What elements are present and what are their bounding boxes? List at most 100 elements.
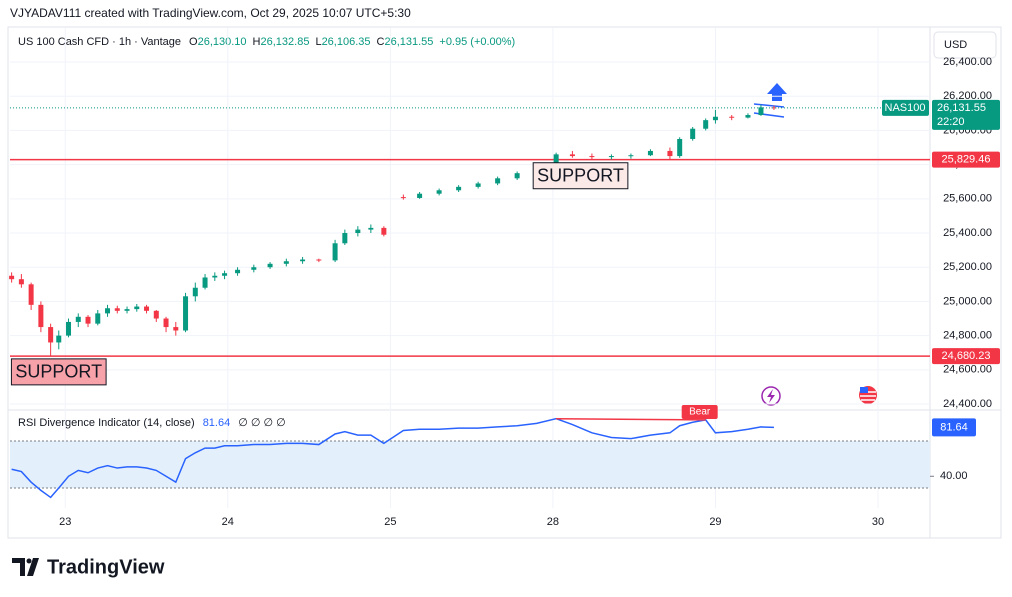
candle-body <box>134 306 140 310</box>
candle-body <box>436 190 442 194</box>
candle-body <box>153 310 159 319</box>
candle-body <box>381 227 387 235</box>
candle-body <box>712 116 718 121</box>
event-icon[interactable] <box>761 386 781 406</box>
x-tick-label: 29 <box>709 516 721 528</box>
ohlc-value: 26,131.55 <box>384 36 433 48</box>
candle-body <box>368 227 374 230</box>
candle-body <box>569 154 575 157</box>
candle-body <box>163 318 169 328</box>
x-tick-label: 23 <box>59 516 71 528</box>
candle-body <box>628 155 634 157</box>
x-tick-label: 28 <box>547 516 559 528</box>
candle-body <box>192 287 198 297</box>
y-tick-label: 24,600.00 <box>943 364 992 376</box>
y-tick-label: 25,000.00 <box>943 295 992 307</box>
annotation-box <box>10 358 107 386</box>
candle-body <box>495 178 501 184</box>
x-tick-label: 25 <box>384 516 396 528</box>
change: +0.95 (+0.00%) <box>439 36 515 48</box>
event-icon-bolt <box>767 389 775 403</box>
legend: US 100 Cash CFD · 1h · Vantage <box>18 36 181 48</box>
candle-body <box>514 173 520 179</box>
rsi-line <box>11 417 774 499</box>
symbol-tag <box>882 99 929 116</box>
y-tick-label: 26,200.00 <box>943 90 992 102</box>
y-tick-label: 24,800.00 <box>943 330 992 342</box>
candle-body <box>114 308 120 311</box>
currency[interactable]: USD <box>944 39 967 51</box>
ohlc-key: H <box>253 36 261 48</box>
currency-button[interactable] <box>933 31 997 59</box>
logo-dot <box>26 558 32 564</box>
candle-body <box>703 120 709 129</box>
y-tick-label: 25,400.00 <box>943 227 992 239</box>
candle-body <box>202 277 208 288</box>
rsi-value-tag <box>932 418 976 437</box>
candle-body <box>417 193 423 198</box>
candle-body <box>400 197 406 199</box>
countdown: 22:20 <box>937 116 965 128</box>
candle-body <box>758 107 764 116</box>
divergence-tag <box>681 405 718 419</box>
candle-body <box>647 150 653 156</box>
candle-body <box>608 156 614 158</box>
y-tick-label: 40.00 <box>940 470 968 482</box>
candle-body <box>729 116 735 118</box>
candle-body <box>267 263 273 268</box>
candle-body <box>553 154 559 165</box>
up-arrow <box>767 83 787 101</box>
y-tick-label: 25,600.00 <box>943 193 992 205</box>
rsi-flags: ∅ ∅ ∅ ∅ <box>238 417 286 429</box>
ohlc-value: 26,106.35 <box>322 36 371 48</box>
level-tag <box>932 151 1000 168</box>
candle-body <box>690 128 696 139</box>
price-tag <box>932 99 1000 130</box>
candle-body <box>66 321 72 336</box>
candle-body <box>235 269 241 274</box>
rsi-current: 81.64 <box>203 417 231 429</box>
candle-body <box>56 335 62 343</box>
candle-body <box>771 107 777 109</box>
candle-body <box>144 306 150 311</box>
candle-body <box>456 186 462 191</box>
candle-body <box>95 313 101 324</box>
candle-body <box>9 275 15 280</box>
divergence-label: Bear <box>689 407 711 418</box>
candle-body <box>38 304 44 328</box>
candle-body <box>677 138 683 157</box>
symbol: US 100 Cash CFD · 1h · Vantage <box>18 36 181 48</box>
candle-body <box>105 308 111 314</box>
level-tag <box>932 348 1000 365</box>
candle-body <box>355 229 361 234</box>
ohlc-key: O <box>189 36 198 48</box>
header: VJYADAV111 created with TradingView.com,… <box>10 6 411 20</box>
candle-body <box>589 156 595 158</box>
annotation: SUPPORT <box>537 165 624 185</box>
ohlc-value: 26,130.10 <box>198 36 247 48</box>
candle-body <box>173 327 179 331</box>
brand: TradingView <box>47 556 165 578</box>
level-label: 24,680.23 <box>942 350 991 362</box>
candle-body <box>212 275 218 278</box>
logo-mark <box>12 558 39 576</box>
candle-body <box>48 327 54 343</box>
candle-body <box>85 316 91 324</box>
candle-body <box>745 115 751 118</box>
candle-body <box>316 259 322 261</box>
candle-body <box>183 296 189 331</box>
ohlc-key: L <box>315 36 321 48</box>
candle-body <box>251 267 257 270</box>
candle-body <box>222 273 228 276</box>
flag-canton <box>860 387 868 393</box>
x-tick-label: 30 <box>872 516 884 528</box>
chart-frame <box>7 26 1002 539</box>
candle-body <box>124 309 130 311</box>
y-tick-label: 24,400.00 <box>943 398 992 410</box>
annotation: SUPPORT <box>15 362 102 382</box>
symbol-tag-label: NAS100 <box>885 102 926 114</box>
price-tag-label: 26,131.55 <box>937 102 986 114</box>
y-tick-label: 25,200.00 <box>943 261 992 273</box>
